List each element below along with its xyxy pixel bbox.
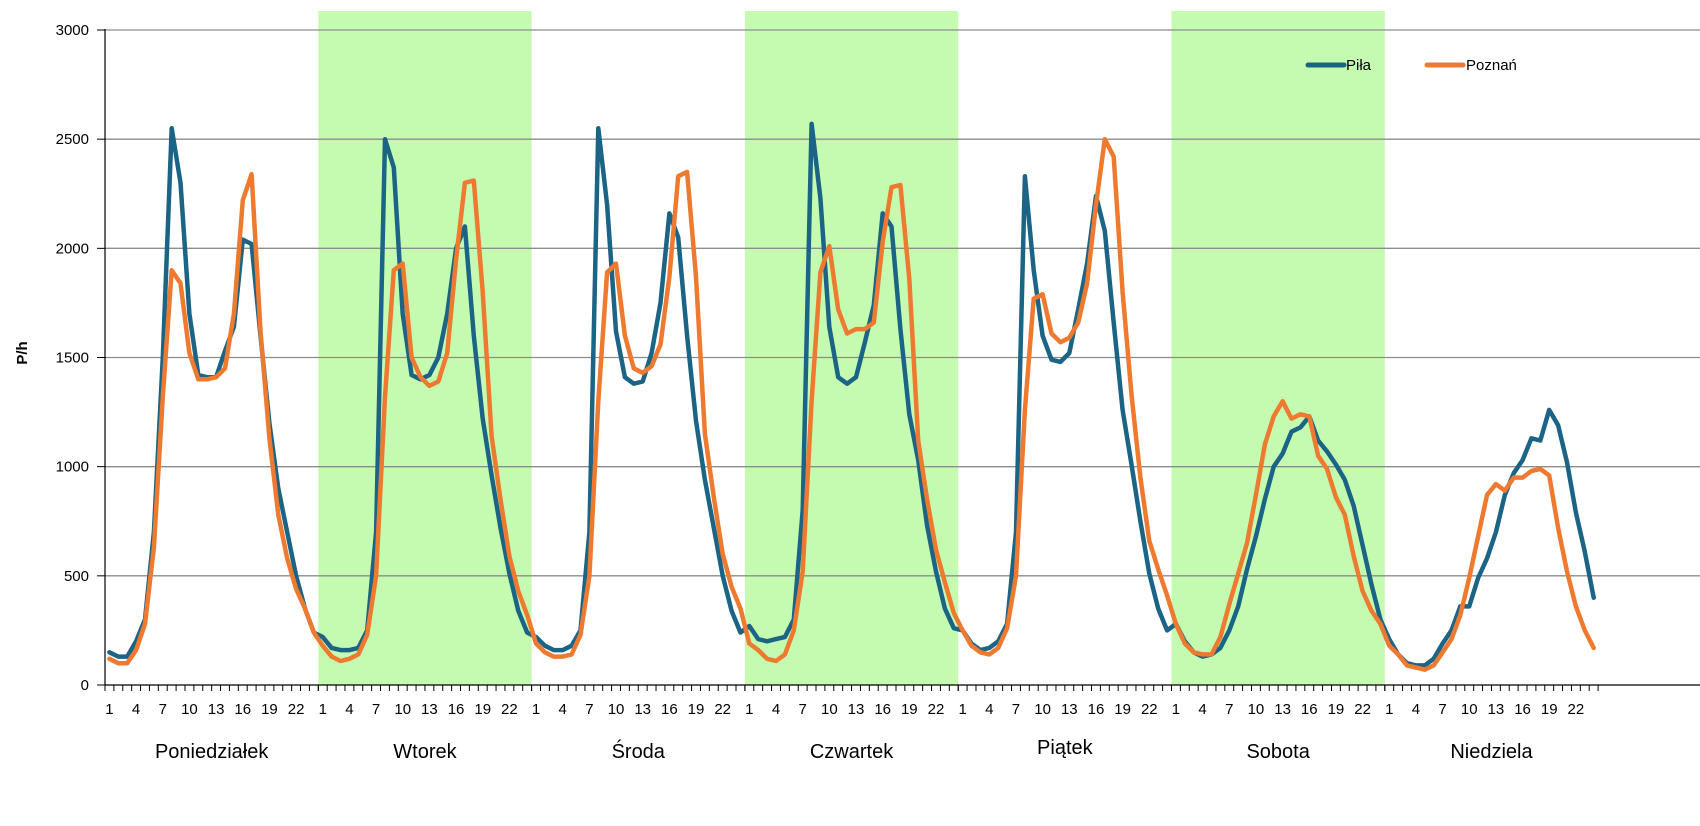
legend-label: Poznań bbox=[1466, 57, 1517, 74]
day-label: Poniedziałek bbox=[155, 741, 269, 763]
day-label: Czwartek bbox=[810, 741, 894, 763]
y-tick-label: 3000 bbox=[56, 22, 89, 39]
x-tick-label: 13 bbox=[634, 701, 651, 718]
x-tick-label: 22 bbox=[928, 701, 945, 718]
y-tick-label: 0 bbox=[81, 677, 89, 694]
x-tick-label: 19 bbox=[1114, 701, 1131, 718]
x-tick-label: 19 bbox=[1541, 701, 1558, 718]
x-tick-label: 7 bbox=[1225, 701, 1233, 718]
x-tick-label: 16 bbox=[874, 701, 891, 718]
series-line-poznan bbox=[107, 136, 1596, 672]
x-tick-label: 4 bbox=[132, 701, 140, 718]
day-band-3 bbox=[744, 11, 959, 685]
x-tick-label: 4 bbox=[985, 701, 993, 718]
day-label: Wtorek bbox=[393, 741, 457, 763]
y-tick-label: 1500 bbox=[56, 350, 89, 367]
day-label: Sobota bbox=[1246, 741, 1310, 763]
x-tick-label: 7 bbox=[372, 701, 380, 718]
x-tick-label: 16 bbox=[448, 701, 465, 718]
day-label: Środa bbox=[612, 739, 666, 763]
x-tick-label: 22 bbox=[288, 701, 305, 718]
y-tick-labels: 0 500 1000 1500 2000 2500 3000 bbox=[56, 22, 89, 694]
day-label: Piątek bbox=[1037, 737, 1094, 759]
x-tick-label: 4 bbox=[1198, 701, 1206, 718]
x-tick-label: 13 bbox=[1061, 701, 1078, 718]
day-shading bbox=[318, 11, 1385, 685]
day-label: Niedziela bbox=[1450, 741, 1533, 763]
x-tick-label: 10 bbox=[1461, 701, 1478, 718]
x-tick-label: 10 bbox=[1248, 701, 1265, 718]
legend-label: Piła bbox=[1346, 57, 1372, 74]
day-band-1 bbox=[318, 11, 532, 685]
x-tick-label: 1 bbox=[532, 701, 540, 718]
day-band-5 bbox=[1171, 11, 1385, 685]
x-tick-label: 4 bbox=[1412, 701, 1420, 718]
axes bbox=[104, 29, 1700, 691]
day-labels: Poniedziałek Wtorek Środa Czwartek Piątek Sob… bbox=[155, 737, 1534, 763]
x-tick-label: 10 bbox=[821, 701, 838, 718]
x-tick-label: 22 bbox=[714, 701, 731, 718]
x-tick-label: 7 bbox=[585, 701, 593, 718]
x-tick-label: 10 bbox=[1034, 701, 1051, 718]
x-tick-label: 7 bbox=[1438, 701, 1446, 718]
x-tick-label: 10 bbox=[394, 701, 411, 718]
x-tick-label: 1 bbox=[958, 701, 966, 718]
x-tick-label: 16 bbox=[1088, 701, 1105, 718]
x-tick-label: 10 bbox=[181, 701, 198, 718]
y-tick-label: 2000 bbox=[56, 240, 89, 257]
x-tick-label: 19 bbox=[901, 701, 918, 718]
x-tick-label: 22 bbox=[1354, 701, 1371, 718]
x-tick-label: 7 bbox=[798, 701, 806, 718]
y-axis-label: P/h bbox=[14, 341, 31, 364]
x-tick-label: 1 bbox=[1385, 701, 1393, 718]
x-tick-label: 4 bbox=[559, 701, 567, 718]
x-tick-label: 1 bbox=[105, 701, 113, 718]
x-tick-label: 1 bbox=[319, 701, 327, 718]
x-tick-label: 16 bbox=[661, 701, 678, 718]
legend: Piła Poznań bbox=[1305, 57, 1517, 74]
x-tick-label: 1 bbox=[745, 701, 753, 718]
y-tick-label: 500 bbox=[64, 568, 89, 585]
x-tick-label: 13 bbox=[1488, 701, 1505, 718]
x-tick-label: 4 bbox=[772, 701, 780, 718]
x-tick-label: 19 bbox=[1328, 701, 1345, 718]
x-tick-label: 13 bbox=[1274, 701, 1291, 718]
x-tick-label: 19 bbox=[688, 701, 705, 718]
x-tick-label: 16 bbox=[1514, 701, 1531, 718]
x-tick-label: 16 bbox=[1301, 701, 1318, 718]
x-tick-label: 19 bbox=[261, 701, 278, 718]
y-tick-label: 1000 bbox=[56, 459, 89, 476]
x-tick-label: 22 bbox=[1568, 701, 1585, 718]
x-tick-labels: 1 4 7 10 13 16 19 22 1 4 7 10 13 16 19 22 1 4 7 10 13 16 19 22 1… bbox=[105, 701, 1584, 718]
x-tick-label: 13 bbox=[208, 701, 225, 718]
x-tick-label: 1 bbox=[1172, 701, 1180, 718]
x-tick-label: 22 bbox=[501, 701, 518, 718]
x-tick-label: 13 bbox=[421, 701, 438, 718]
x-tick-label: 16 bbox=[234, 701, 251, 718]
x-tick-label: 7 bbox=[1012, 701, 1020, 718]
x-tick-label: 22 bbox=[1141, 701, 1158, 718]
y-tick-label: 2500 bbox=[56, 131, 89, 148]
x-tick-label: 7 bbox=[159, 701, 167, 718]
series-line-pila bbox=[107, 121, 1596, 668]
x-tick-label: 19 bbox=[474, 701, 491, 718]
x-tick-label: 4 bbox=[345, 701, 353, 718]
x-tick-label: 13 bbox=[848, 701, 865, 718]
x-tick-label: 10 bbox=[608, 701, 625, 718]
series-lines bbox=[107, 121, 1596, 672]
